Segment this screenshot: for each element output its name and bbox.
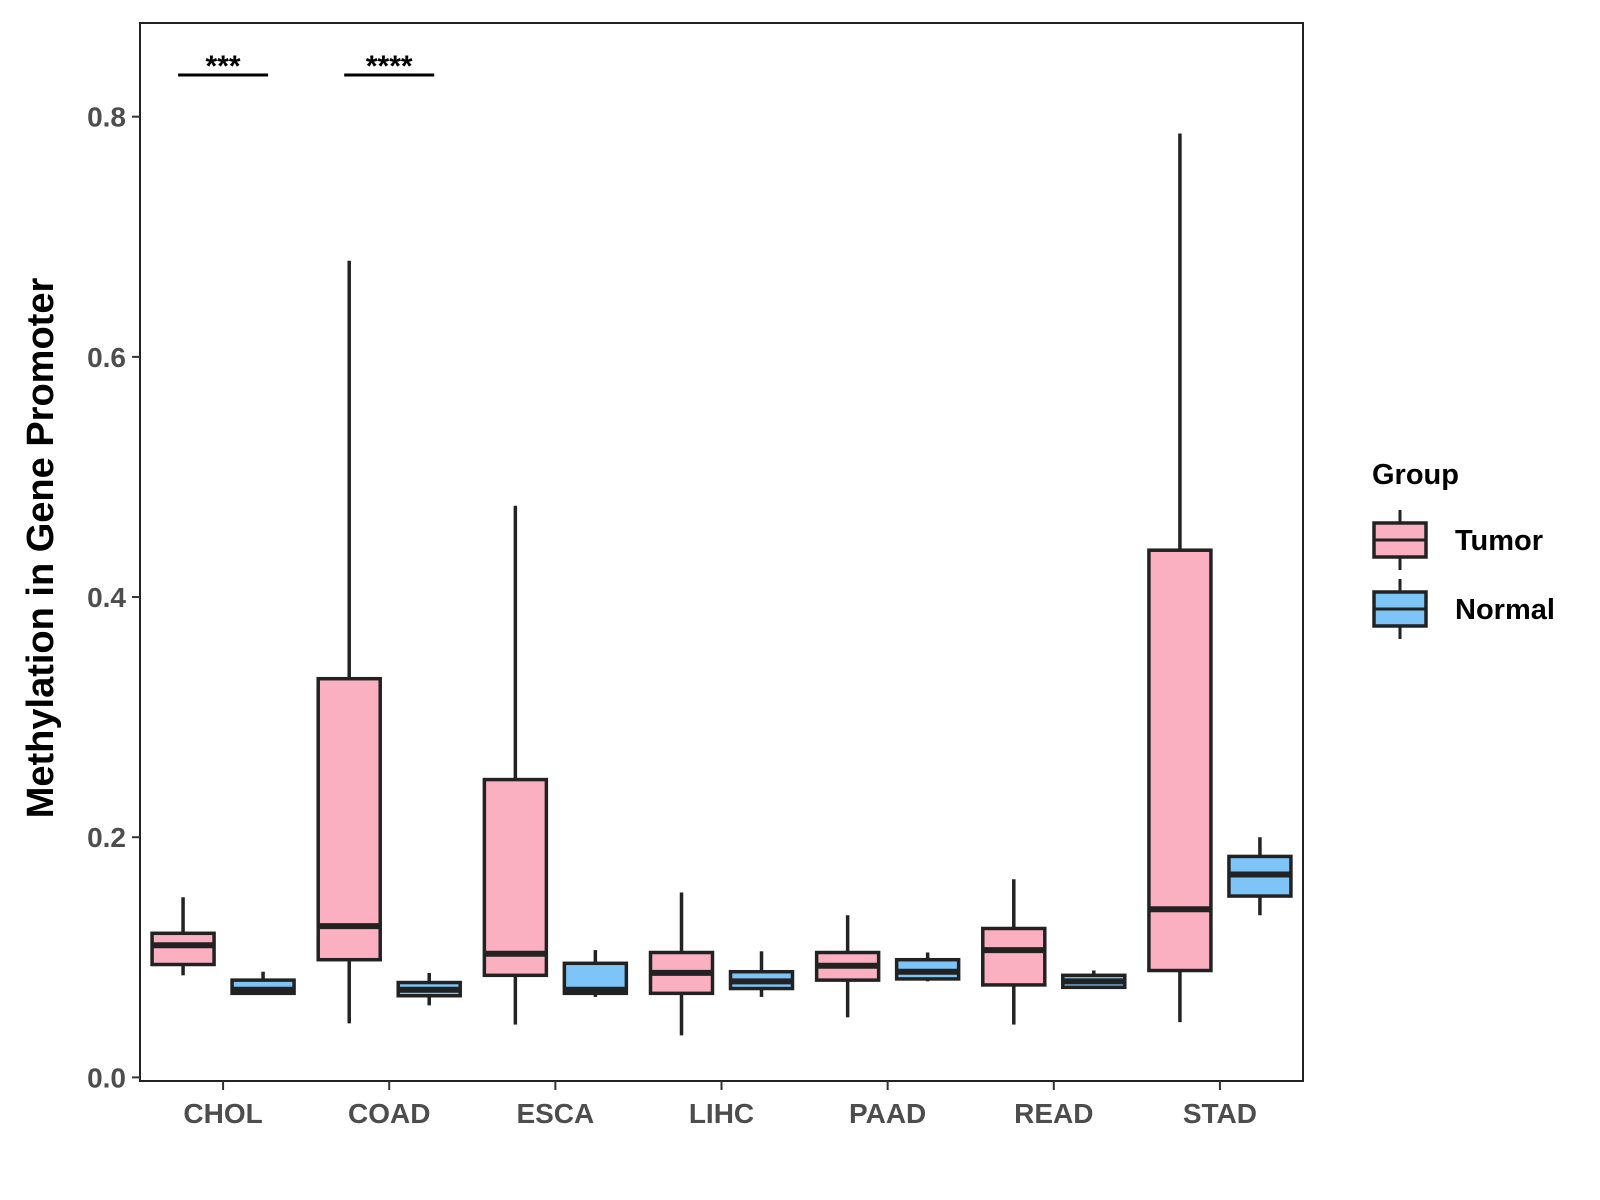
box-tumor-paad (814, 915, 881, 1018)
x-tick-label: LIHC (689, 1098, 754, 1129)
x-tick-label: STAD (1183, 1098, 1257, 1129)
box-iqr (482, 777, 549, 978)
legend: Group Tumor Normal (1372, 459, 1555, 639)
box-tumor-stad (1147, 133, 1213, 1023)
box-tumor-lihc (648, 892, 715, 1036)
y-tick-label: 0.0 (87, 1062, 126, 1093)
box-tumor-esca (482, 505, 549, 1025)
box-normal-read (1061, 970, 1127, 990)
x-tick-label: ESCA (516, 1098, 594, 1129)
box-tumor-chol (150, 897, 216, 976)
significance-label: *** (206, 50, 241, 83)
significance-chol: *** (178, 50, 269, 83)
box-iqr (1147, 548, 1213, 973)
box-iqr (150, 931, 216, 967)
legend-item-normal: Normal (1372, 579, 1555, 639)
box-iqr (316, 676, 382, 962)
significance-coad: **** (344, 50, 435, 83)
y-tick-label: 0.2 (87, 822, 126, 853)
x-tick-label: COAD (348, 1098, 430, 1129)
legend-label: Normal (1455, 594, 1555, 626)
legend-label: Tumor (1455, 525, 1543, 557)
legend-item-tumor: Tumor (1372, 510, 1543, 570)
box-tumor-read (981, 879, 1047, 1025)
plot-area: *** **** (150, 50, 1293, 1036)
box-normal-coad (396, 972, 462, 1006)
significance-label: **** (366, 50, 413, 83)
y-tick-label: 0.4 (87, 582, 126, 613)
x-tick-label: CHOL (183, 1098, 262, 1129)
y-axis-title: Methylation in Gene Promoter (20, 278, 62, 819)
y-tick-label: 0.6 (87, 342, 126, 373)
box-normal-esca (562, 950, 629, 997)
x-tick-label: PAAD (849, 1098, 926, 1129)
box-normal-chol (230, 971, 296, 996)
box-normal-stad (1227, 837, 1293, 916)
box-tumor-coad (316, 260, 382, 1024)
x-tick-label: READ (1014, 1098, 1093, 1129)
y-tick-label: 0.8 (87, 102, 126, 133)
legend-title: Group (1372, 459, 1459, 491)
axes: 0.0 0.2 0.4 0.6 0.8 CHOL COAD ESCA LIHC PAAD READ S… (87, 22, 1304, 1129)
box-normal-paad (894, 952, 961, 982)
box-normal-lihc (728, 951, 795, 997)
box-iqr (981, 926, 1047, 987)
